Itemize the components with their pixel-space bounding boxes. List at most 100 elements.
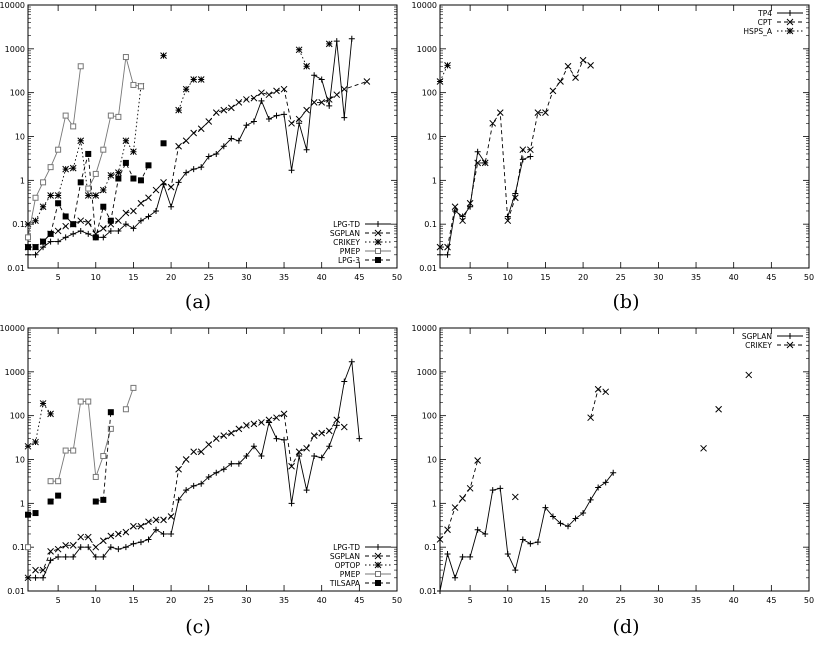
data-point — [340, 423, 348, 431]
legend-entry: LPG-TD — [333, 543, 391, 552]
panel-label: (a) — [185, 291, 211, 313]
data-point — [519, 536, 526, 543]
legend-label: TP4 — [757, 9, 772, 18]
y-tick-label: 0.1 — [424, 543, 437, 552]
data-point — [145, 518, 152, 526]
data-point — [85, 150, 92, 157]
data-point — [137, 522, 145, 530]
data-point — [100, 146, 107, 153]
data-point — [115, 227, 122, 234]
data-point — [542, 109, 549, 117]
x-tick-label: 35 — [691, 596, 701, 605]
legend-marker — [374, 561, 382, 569]
panel-label: (c) — [185, 616, 210, 638]
data-point — [610, 469, 617, 476]
legend-marker — [374, 238, 382, 246]
data-point — [303, 146, 310, 153]
x-tick-label: 10 — [503, 596, 513, 605]
series-line — [440, 150, 486, 256]
data-point — [70, 230, 77, 237]
data-point — [280, 85, 288, 93]
legend-label: SGPLAN — [330, 229, 360, 238]
data-point — [303, 444, 310, 452]
legend-label: PMEP — [340, 247, 361, 256]
data-point — [504, 217, 512, 225]
data-point — [258, 453, 265, 460]
data-point — [32, 510, 39, 517]
legend-marker — [375, 257, 381, 263]
x-tick-label: 20 — [166, 273, 176, 282]
data-point — [436, 78, 444, 85]
data-point — [482, 530, 489, 537]
data-point — [47, 238, 54, 245]
data-point — [205, 473, 212, 480]
chart-panel-1: 0.01 0.1 1 10 100 1000 10000 5 10 15 20 25 30 35 40 45 5… — [0, 1, 402, 282]
data-point — [341, 378, 348, 385]
data-point — [197, 125, 205, 133]
data-point — [700, 444, 707, 452]
data-point — [100, 203, 107, 210]
x-tick-label: 40 — [317, 273, 327, 282]
data-point — [160, 530, 167, 537]
data-point — [496, 109, 504, 117]
data-point — [47, 548, 54, 555]
data-point — [444, 550, 451, 557]
series-sgplan — [24, 78, 371, 251]
data-point — [130, 175, 137, 182]
data-point — [198, 480, 205, 487]
legend-marker — [375, 544, 381, 550]
data-point — [220, 432, 228, 440]
chart-panel-2: 0.01 0.1 1 10 100 1000 10000 5 10 15 20 25 30 35 40 45 5… — [412, 1, 815, 282]
data-point — [243, 122, 250, 129]
data-point — [288, 500, 295, 507]
data-point — [511, 493, 519, 501]
data-point — [511, 194, 519, 202]
data-point — [25, 251, 31, 258]
data-point — [122, 221, 129, 228]
data-point — [579, 56, 587, 64]
data-point — [70, 447, 77, 454]
x-tick-label: 20 — [578, 596, 588, 605]
data-point — [745, 371, 753, 379]
data-point — [130, 148, 137, 156]
legend-marker — [375, 221, 381, 227]
data-point — [55, 553, 62, 560]
data-point — [542, 504, 549, 511]
data-point — [47, 164, 54, 171]
data-point — [167, 513, 175, 520]
data-point — [325, 96, 333, 103]
data-point — [228, 460, 235, 467]
series-crikey — [24, 40, 333, 228]
data-point — [220, 106, 228, 114]
y-tick-label: 1 — [20, 499, 25, 508]
y-tick-label: 10000 — [412, 324, 437, 333]
y-tick-label: 0.01 — [7, 264, 25, 273]
data-point — [212, 109, 220, 117]
data-point — [205, 153, 212, 160]
data-point — [212, 435, 220, 442]
data-point — [175, 465, 182, 473]
series-optop — [24, 400, 54, 450]
y-tick-label: 1000 — [417, 45, 437, 54]
data-point — [459, 494, 466, 502]
x-tick-label: 25 — [616, 273, 626, 282]
data-point — [47, 410, 54, 418]
x-tick-label: 20 — [578, 273, 588, 282]
data-point — [92, 234, 99, 241]
data-point — [197, 76, 205, 83]
y-tick-label: 1000 — [417, 368, 437, 377]
data-point — [175, 496, 182, 503]
data-point — [62, 222, 70, 230]
data-point — [527, 153, 534, 160]
data-point — [243, 96, 250, 103]
data-point — [77, 217, 85, 225]
data-point — [280, 410, 288, 418]
data-point — [99, 186, 107, 194]
data-point — [715, 405, 722, 413]
data-point — [363, 78, 371, 85]
legend-label: CPT — [758, 18, 773, 27]
data-point — [62, 234, 69, 241]
data-point — [122, 544, 129, 551]
data-point — [77, 533, 85, 541]
